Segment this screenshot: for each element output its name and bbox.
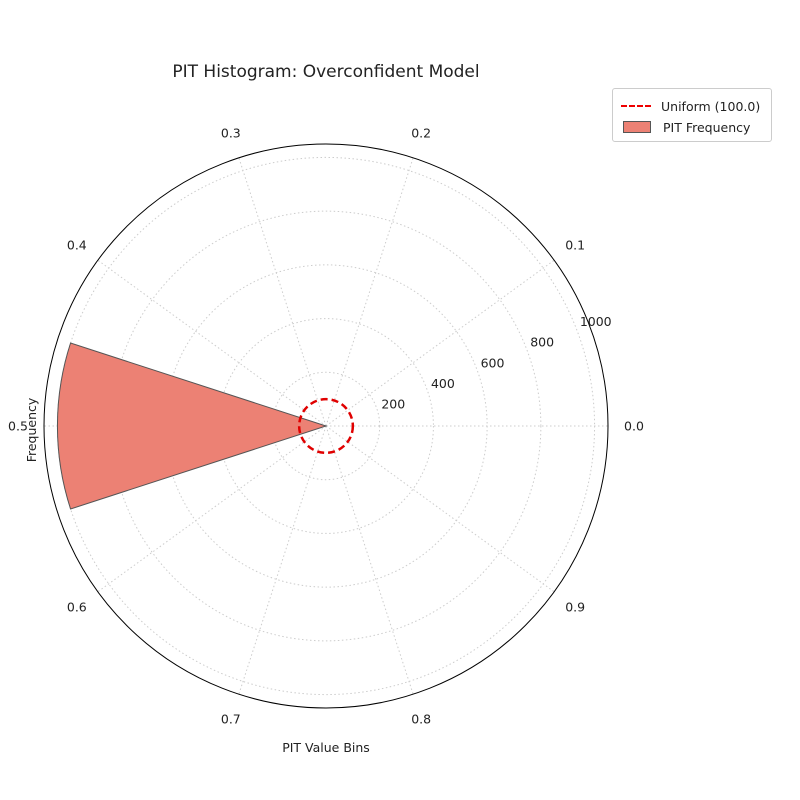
- bar-0.5: [57, 342, 328, 510]
- angular-tick-label: 0.0: [624, 419, 644, 434]
- x-axis-label: PIT Value Bins: [282, 740, 370, 755]
- radial-tick-label: 800: [530, 335, 554, 350]
- legend-swatch-uniform: [621, 105, 651, 107]
- angular-tick-label: 0.7: [221, 711, 241, 726]
- angular-gridline: [97, 425, 327, 593]
- polar-frame: [43, 143, 609, 709]
- angular-tick-label: 0.6: [67, 600, 87, 615]
- angular-tick-label: 0.5: [8, 419, 28, 434]
- chart-title: PIT Histogram: Overconfident Model: [172, 62, 480, 82]
- angular-gridline: [325, 425, 555, 593]
- angular-gridline: [325, 157, 414, 427]
- legend-swatch-pit: [623, 121, 651, 133]
- angular-tick-label: 0.3: [221, 126, 241, 141]
- radial-tick-label: 200: [381, 396, 405, 411]
- legend-label-uniform: Uniform (100.0): [661, 98, 761, 114]
- angular-tick-label: 0.9: [565, 600, 585, 615]
- radial-tick-label: 400: [431, 376, 455, 391]
- legend: Uniform (100.0) PIT Frequency: [612, 88, 772, 142]
- radial-gridline: [110, 210, 542, 642]
- legend-label-pit: PIT Frequency: [663, 119, 751, 135]
- y-axis-label: Frequency: [24, 397, 39, 462]
- uniform-reference-circle: [297, 397, 355, 455]
- angular-gridline: [325, 259, 555, 427]
- angular-tick-label: 0.1: [565, 237, 585, 252]
- angular-tick-label: 0.8: [411, 711, 431, 726]
- legend-entry-pit: PIT Frequency: [621, 118, 750, 136]
- angular-gridline: [97, 259, 327, 427]
- legend-entry-uniform: Uniform (100.0): [621, 97, 760, 115]
- angular-gridline: [238, 157, 327, 427]
- angular-gridline: [238, 425, 327, 695]
- radial-tick-label: 600: [481, 355, 505, 370]
- radial-tick-label: 1000: [580, 314, 612, 329]
- angular-tick-label: 0.2: [411, 126, 431, 141]
- angular-gridline: [325, 425, 414, 695]
- angular-tick-label: 0.4: [67, 237, 87, 252]
